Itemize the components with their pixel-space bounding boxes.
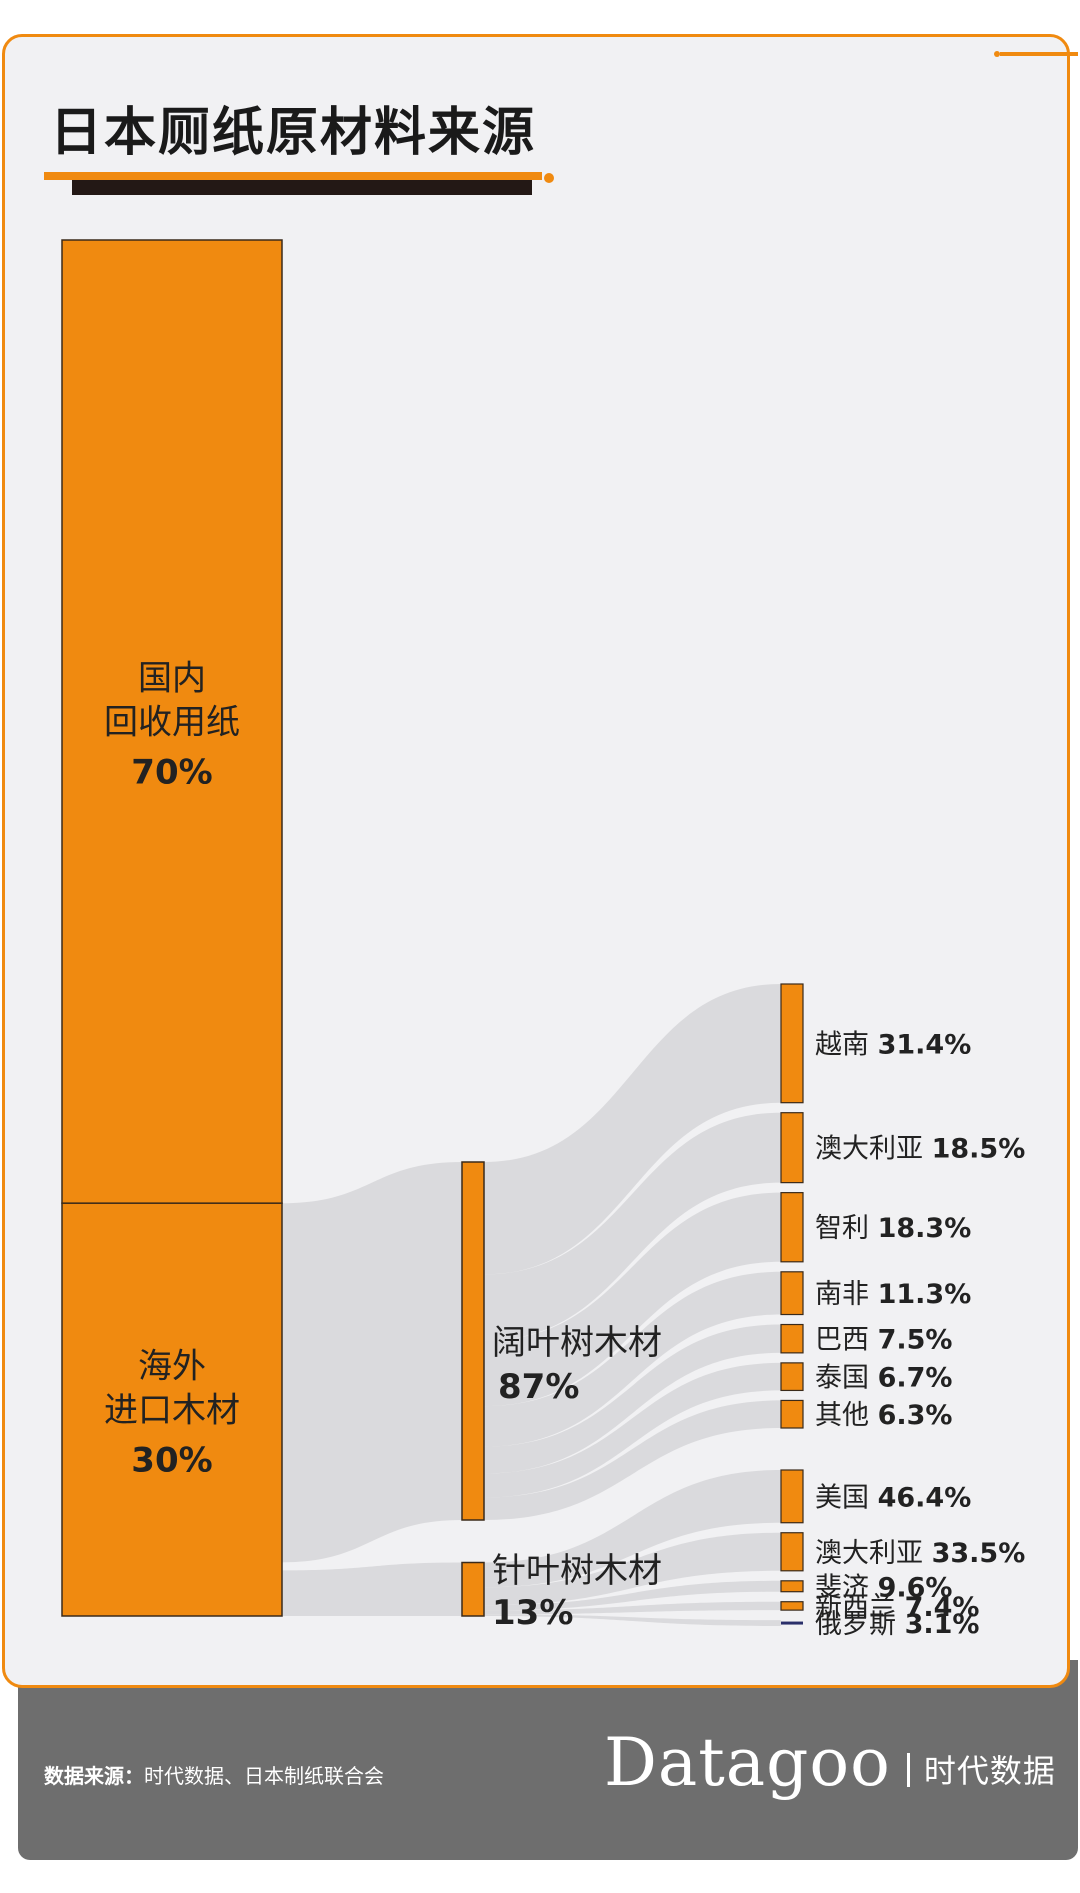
- brand-logo: Datagoo: [604, 1724, 891, 1801]
- broadleaf-country-label-name: 越南: [815, 1029, 878, 1060]
- broadleaf-country-flow-6: [484, 1400, 781, 1520]
- conifer-country-label-name: 澳大利亚: [815, 1538, 932, 1569]
- broadleaf-country-flow-2: [484, 1192, 781, 1407]
- conifer-country-label-0: 美国 46.4%: [815, 1482, 971, 1513]
- level2-bar-broadleaf: [461, 1161, 485, 1521]
- level1-label-line1: 海外: [138, 1347, 206, 1387]
- level2-label-broadleaf: 阔叶树木材: [492, 1323, 662, 1363]
- broadleaf-country-label-2: 智利 18.3%: [815, 1213, 971, 1244]
- broadleaf-country-label-value: 6.3%: [878, 1400, 953, 1431]
- broadleaf-country-label-name: 智利: [815, 1213, 878, 1244]
- broadleaf-country-flow-0: [484, 984, 781, 1275]
- conifer-country-label-value: 3.1%: [905, 1609, 980, 1640]
- title-underline-dot: [544, 173, 554, 183]
- chart-title: 日本厕纸原材料来源: [50, 103, 537, 163]
- data-source-note: 数据来源：时代数据、日本制纸联合会: [44, 1760, 384, 1789]
- conifer-country-bar-4: [781, 1621, 803, 1625]
- top-accent-line: [1000, 52, 1078, 56]
- conifer-country-bar-1: [780, 1532, 804, 1572]
- broadleaf-country-label-value: 7.5%: [878, 1325, 953, 1356]
- title-underline-dark: [72, 180, 532, 195]
- conifer-country-label-4: 俄罗斯 3.1%: [815, 1609, 979, 1640]
- broadleaf-country-bar-6: [780, 1399, 804, 1429]
- level2-bar-conifer: [461, 1561, 485, 1617]
- brand-separator: [906, 1752, 910, 1787]
- broadleaf-country-bar-5: [780, 1362, 804, 1392]
- sankey-nodes: [61, 239, 804, 1625]
- level1-label-line1: 国内: [138, 659, 206, 699]
- broadleaf-country-bar-1: [780, 1112, 804, 1184]
- conifer-country-label-name: 斐济: [815, 1572, 878, 1603]
- broadleaf-country-label-value: 18.3%: [878, 1213, 972, 1244]
- level1-label-line2: 进口木材: [104, 1391, 240, 1431]
- conifer-country-label-value: 46.4%: [878, 1482, 972, 1513]
- conifer-country-bar-2: [780, 1580, 804, 1593]
- broadleaf-country-label-name: 泰国: [815, 1363, 878, 1394]
- level2-label-broadleaf-pct: 87%: [498, 1367, 579, 1407]
- conifer-country-flow-1: [484, 1532, 781, 1606]
- conifer-country-flow-0: [484, 1470, 781, 1588]
- level2-label-conifer: 针叶树木材: [492, 1551, 662, 1591]
- broadleaf-country-label-name: 澳大利亚: [815, 1134, 932, 1165]
- level1-bar-0: [61, 239, 283, 1204]
- conifer-country-flow-3: [484, 1601, 781, 1615]
- title-underline-orange: [44, 172, 542, 180]
- conifer-country-label-value: 9.6%: [878, 1572, 953, 1603]
- broadleaf-country-bar-2: [780, 1192, 804, 1263]
- broadleaf-country-label-1: 澳大利亚 18.5%: [815, 1134, 1025, 1165]
- broadleaf-country-flow-5: [484, 1362, 781, 1498]
- conifer-country-bar-3: [780, 1601, 804, 1611]
- broadleaf-country-flow-4: [484, 1324, 781, 1474]
- broadleaf-country-label-name: 其他: [815, 1400, 878, 1431]
- broadleaf-country-label-value: 11.3%: [878, 1279, 972, 1310]
- conifer-country-label-2: 斐济 9.6%: [815, 1572, 952, 1603]
- broadleaf-country-flow-3: [484, 1271, 781, 1447]
- data-source-text: 时代数据、日本制纸联合会: [144, 1764, 384, 1788]
- level1-bar-1: [61, 1202, 283, 1617]
- conifer-country-label-3: 新西兰 7.4%: [815, 1592, 979, 1623]
- broadleaf-country-bar-4: [780, 1323, 804, 1354]
- broadleaf-country-bar-3: [780, 1271, 804, 1316]
- broadleaf-country-label-value: 18.5%: [932, 1134, 1026, 1165]
- broadleaf-country-label-6: 其他 6.3%: [815, 1400, 952, 1431]
- conifer-country-label-name: 美国: [815, 1482, 878, 1513]
- broadleaf-country-flow-1: [484, 1112, 781, 1341]
- level2-label-conifer-pct: 13%: [492, 1593, 573, 1633]
- top-accent-dot: [994, 51, 1000, 57]
- conifer-country-flow-2: [484, 1580, 781, 1611]
- broadleaf-country-label-5: 泰国 6.7%: [815, 1363, 952, 1394]
- broadleaf-country-label-0: 越南 31.4%: [815, 1029, 971, 1060]
- broadleaf-country-label-name: 巴西: [815, 1325, 878, 1356]
- footer-band: [18, 1660, 1078, 1860]
- conifer-country-label-name: 新西兰: [815, 1592, 905, 1623]
- broadleaf-country-label-value: 6.7%: [878, 1363, 953, 1394]
- conifer-country-label-value: 33.5%: [932, 1538, 1026, 1569]
- broadleaf-country-bar-0: [780, 983, 804, 1104]
- broadleaf-country-label-value: 31.4%: [878, 1029, 972, 1060]
- data-source-label: 数据来源：: [44, 1764, 144, 1788]
- conifer-country-bar-0: [780, 1469, 804, 1524]
- level1-label-pct: 70%: [131, 753, 212, 793]
- flow-imported-to-broadleaf: [282, 1162, 462, 1563]
- brand-logo-block: Datagoo 时代数据: [604, 1724, 1056, 1801]
- broadleaf-country-label-4: 巴西 7.5%: [815, 1325, 952, 1356]
- flow-imported-to-conifer: [282, 1562, 462, 1616]
- conifer-country-label-1: 澳大利亚 33.5%: [815, 1538, 1025, 1569]
- sankey-flows: [282, 984, 781, 1626]
- level1-label-line2: 回收用纸: [104, 703, 240, 743]
- level1-label-pct: 30%: [131, 1441, 212, 1481]
- broadleaf-country-label-name: 南非: [815, 1279, 878, 1310]
- brand-name-cn: 时代数据: [923, 1751, 1056, 1790]
- conifer-country-flow-4: [484, 1614, 781, 1626]
- conifer-country-label-value: 7.4%: [905, 1592, 980, 1623]
- broadleaf-country-label-3: 南非 11.3%: [815, 1279, 971, 1310]
- conifer-country-label-name: 俄罗斯: [815, 1609, 905, 1640]
